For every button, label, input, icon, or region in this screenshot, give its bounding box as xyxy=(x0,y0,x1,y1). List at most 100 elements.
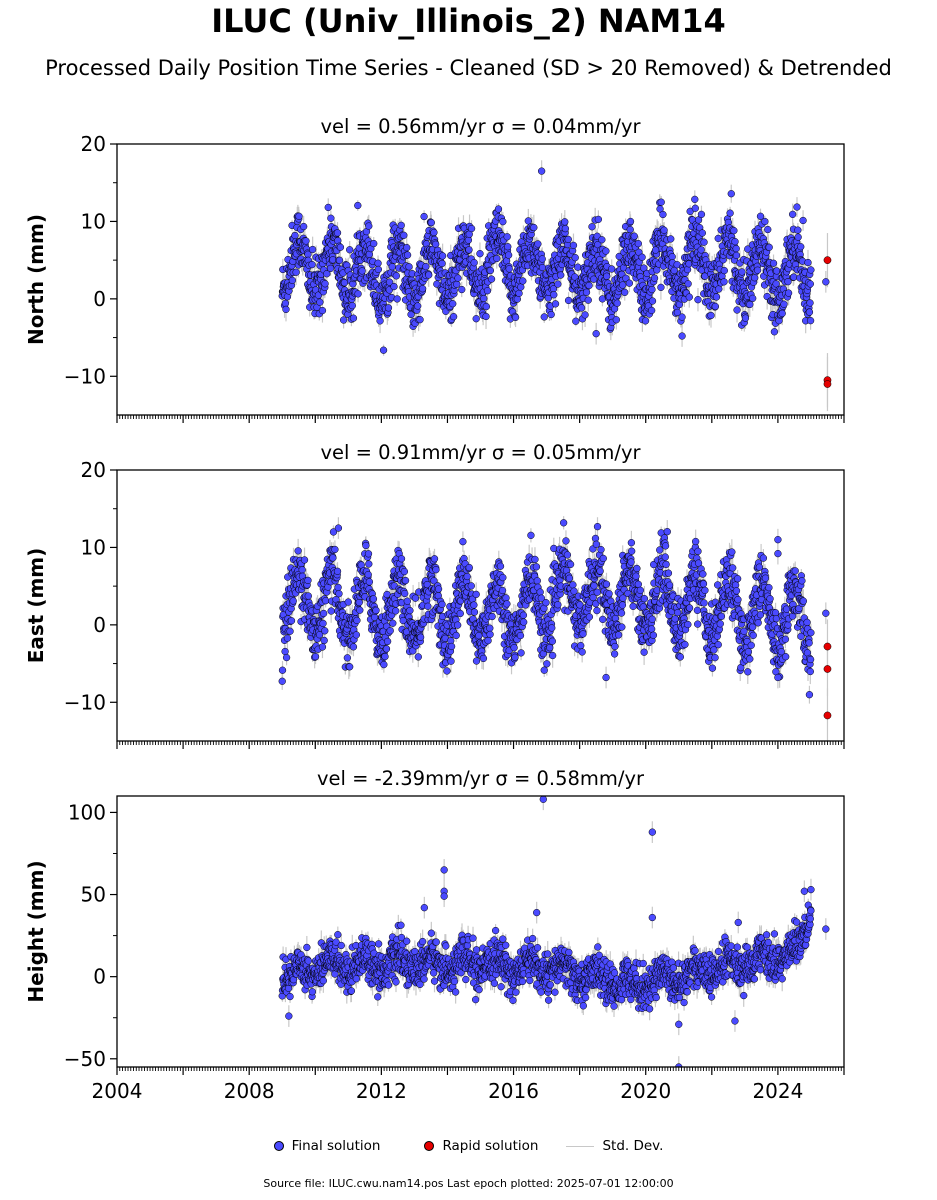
data-point-final xyxy=(449,313,458,321)
data-point-final xyxy=(638,253,646,261)
data-point-final xyxy=(561,218,569,226)
data-point-final xyxy=(400,231,408,239)
data-point-final xyxy=(648,285,656,294)
data-point-final xyxy=(476,250,484,258)
data-point-final xyxy=(761,217,769,226)
data-point-final xyxy=(603,272,611,280)
data-point-final xyxy=(427,218,435,227)
data-point-final xyxy=(657,283,665,292)
data-point-final xyxy=(292,268,300,276)
data-point-final xyxy=(797,243,805,251)
data-point-final xyxy=(733,306,741,314)
data-point-final xyxy=(403,243,411,252)
data-point-final xyxy=(700,238,708,246)
data-point-final xyxy=(538,255,546,263)
data-point-final xyxy=(318,306,327,315)
data-point-final xyxy=(316,298,324,306)
panel-title-sigma: σ = 0.04mm/yr xyxy=(492,115,642,138)
data-point-final xyxy=(602,247,610,255)
data-point-final xyxy=(487,275,496,283)
data-point-final xyxy=(685,293,693,301)
data-point-final xyxy=(780,300,788,308)
data-point-final xyxy=(503,233,511,241)
panel-title-sigma: σ = 0.05mm/yr xyxy=(492,441,642,464)
data-point-final xyxy=(731,237,739,246)
data-point-final xyxy=(626,225,634,234)
data-point-final xyxy=(551,300,560,308)
data-point-final xyxy=(486,266,495,275)
data-point-final xyxy=(483,287,492,295)
data-point-final xyxy=(339,316,348,324)
y-tick-label: 20 xyxy=(81,132,106,156)
data-point-final xyxy=(472,315,480,323)
data-point-final xyxy=(648,297,657,305)
y-axis-label: East (mm) xyxy=(24,548,48,664)
data-point-final xyxy=(691,204,699,212)
data-point-final xyxy=(720,266,728,275)
data-point-final xyxy=(405,263,413,271)
data-point-final xyxy=(453,280,461,288)
data-point-final xyxy=(564,296,573,305)
panel-title: vel = 0.56mm/yr σ = 0.04mm/yr xyxy=(320,115,641,138)
data-point-final xyxy=(291,231,299,240)
data-point-final xyxy=(608,265,616,273)
data-point-final xyxy=(282,305,290,314)
data-point-final xyxy=(746,300,754,309)
data-point-final xyxy=(581,311,589,319)
data-layer xyxy=(278,516,832,741)
data-point-final xyxy=(358,267,366,275)
data-point-final xyxy=(640,264,648,272)
data-point-final xyxy=(572,317,580,325)
data-point-final xyxy=(790,273,798,281)
data-point-final xyxy=(517,283,525,291)
data-point-final xyxy=(751,274,759,282)
data-layer xyxy=(278,160,832,412)
data-point-final xyxy=(738,268,746,276)
y-axis-label: North (mm) xyxy=(24,214,48,345)
data-point-rapid xyxy=(823,380,832,388)
data-point-final xyxy=(590,275,598,283)
data-point-final xyxy=(564,235,572,244)
data-point-final xyxy=(422,262,430,271)
data-point-final xyxy=(772,280,780,288)
data-point-final xyxy=(778,309,786,318)
figure-subtitle: Processed Daily Position Time Series - C… xyxy=(45,56,892,80)
y-tick-label: 0 xyxy=(93,287,106,311)
data-point-final xyxy=(619,281,627,289)
data-point-final xyxy=(482,312,490,321)
data-point-final xyxy=(698,229,706,237)
data-point-final xyxy=(465,246,473,254)
data-point-final xyxy=(592,330,600,338)
data-point-final xyxy=(678,332,686,340)
data-point-final xyxy=(806,316,815,325)
data-point-final xyxy=(499,218,507,226)
data-point-final xyxy=(493,254,501,263)
data-point-final xyxy=(323,270,331,278)
data-point-final xyxy=(561,224,570,233)
data-point-final xyxy=(612,316,620,324)
data-point-final xyxy=(425,271,433,279)
data-point-final xyxy=(684,280,692,288)
final-solution-layer xyxy=(278,167,830,354)
data-point-final xyxy=(577,304,586,312)
data-point-final xyxy=(540,313,548,321)
data-point-final xyxy=(418,285,427,293)
data-point-final xyxy=(659,210,667,219)
data-point-final xyxy=(594,215,603,224)
data-point-final xyxy=(392,272,400,280)
data-point-final xyxy=(727,190,735,198)
data-point-final xyxy=(379,346,388,354)
data-point-final xyxy=(288,276,297,285)
panel-title-velocity: vel = 0.56mm/yr xyxy=(320,115,491,138)
data-point-final xyxy=(569,241,578,250)
data-point-final xyxy=(615,252,623,261)
data-point-final xyxy=(673,308,682,317)
data-point-final xyxy=(697,246,705,254)
data-point-final xyxy=(647,306,656,315)
data-point-final xyxy=(621,288,629,297)
data-point-final xyxy=(622,274,630,282)
data-point-final xyxy=(420,212,428,221)
data-point-final xyxy=(784,278,792,286)
data-point-final xyxy=(438,259,446,268)
